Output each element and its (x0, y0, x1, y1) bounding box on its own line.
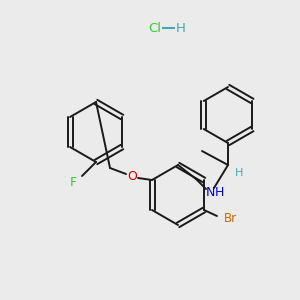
Text: O: O (127, 169, 137, 182)
Text: H: H (235, 168, 243, 178)
Text: Br: Br (224, 212, 237, 224)
Text: H: H (214, 187, 224, 200)
Text: F: F (70, 176, 76, 188)
Text: N: N (205, 187, 215, 200)
Text: H: H (176, 22, 186, 34)
Text: Cl: Cl (148, 22, 161, 34)
